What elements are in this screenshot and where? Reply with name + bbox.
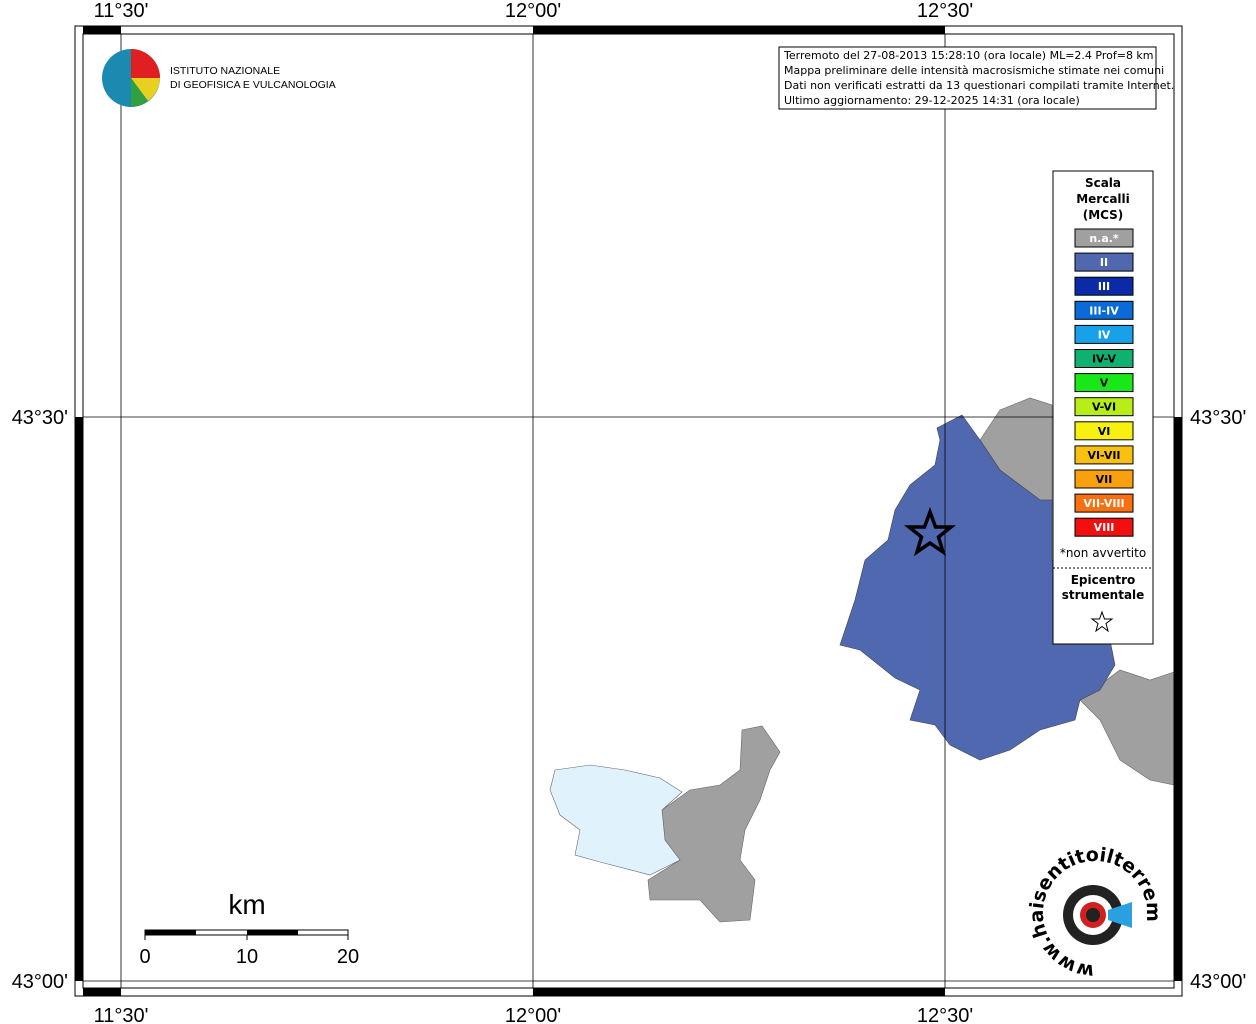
legend-swatch (1074, 517, 1134, 537)
lon-label: 12°30' (917, 0, 973, 22)
legend-label: II (1100, 256, 1108, 269)
legend-swatch (1074, 324, 1134, 344)
legend-swatch (1074, 421, 1134, 441)
info-box (778, 46, 1157, 110)
legend-label: VIII (1094, 521, 1115, 534)
info-line: Mappa preliminare delle intensità macros… (784, 64, 1164, 77)
legend-label: IV-V (1092, 353, 1117, 366)
lon-label: 11°30' (94, 1005, 149, 1024)
legend-note: *non avvertito (1060, 546, 1146, 560)
scale-label: 20 (337, 946, 359, 968)
lat-label: 43°00' (1190, 971, 1246, 993)
legend: Scala Mercalli (MCS) *non avvertito Epic… (1053, 176, 1153, 633)
legend-label: VII-VIII (1083, 497, 1124, 510)
legend-label: VI-VII (1087, 449, 1120, 462)
info-line: Dati non verificati estratti da 13 quest… (784, 79, 1174, 92)
info-line: Ultimo aggiornamento: 29-12-2025 14:31 (… (784, 94, 1080, 107)
legend-swatch (1074, 252, 1134, 272)
legend-label: V (1100, 377, 1109, 390)
scale-label: 10 (236, 946, 258, 968)
legend-title: (MCS) (1083, 208, 1124, 222)
lat-label: 43°30' (12, 407, 68, 429)
lon-label: 11°30' (94, 0, 149, 22)
legend-label: V-VI (1092, 401, 1116, 414)
lon-label: 12°30' (917, 1005, 973, 1024)
legend-label: VII (1096, 473, 1113, 486)
logo-text: DI GEOFISICA E VULCANOLOGIA (170, 79, 336, 91)
lake (549, 764, 683, 876)
legend-swatch (1074, 373, 1134, 393)
legend-title: Scala (1085, 176, 1121, 190)
lon-label: 12°00' (505, 1005, 561, 1024)
region-na (647, 725, 781, 923)
legend-swatch (1074, 276, 1134, 296)
legend-epicentre: strumentale (1062, 588, 1145, 602)
legend-swatch (1074, 349, 1134, 368)
legend-swatch (1074, 493, 1134, 513)
lat-label: 43°00' (12, 971, 68, 993)
logo-text: ISTITUTO NAZIONALE (170, 65, 280, 77)
scale-label: 0 (139, 946, 150, 968)
legend-epicentre: Epicentro (1071, 573, 1136, 587)
legend-label: III (1098, 280, 1110, 293)
legend-label: VI (1098, 425, 1111, 438)
scale-bar: km 0 10 20 (139, 889, 359, 968)
region-ii (839, 414, 1116, 761)
info-text: Terremoto del 27-08-2013 15:28:10 (ora l… (783, 49, 1174, 107)
lon-label: 12°00' (505, 0, 561, 22)
legend-title: Mercalli (1076, 192, 1130, 206)
axis-labels: 11°30' 12°00' 12°30' 11°30' 12°00' 12°30… (12, 0, 1247, 1024)
epicentre (904, 506, 956, 557)
ingv-logo: ISTITUTO NAZIONALE DI GEOFISICA E VULCAN… (102, 49, 336, 107)
lat-label: 43°30' (1190, 407, 1246, 429)
legend-label: III-IV (1089, 304, 1119, 317)
scale-unit: km (228, 889, 265, 920)
graticule (83, 34, 1174, 988)
legend-swatch (1074, 445, 1134, 465)
legend-swatch (1074, 300, 1134, 320)
legend-star (1090, 610, 1114, 633)
legend-label: n.a.* (1089, 232, 1119, 245)
legend-swatch (1074, 397, 1134, 417)
legend-swatch (1074, 228, 1134, 248)
info-line: Terremoto del 27-08-2013 15:28:10 (ora l… (783, 49, 1154, 62)
legend-label: IV (1098, 328, 1111, 341)
legend-swatch (1074, 469, 1134, 489)
frame (74, 25, 1183, 997)
